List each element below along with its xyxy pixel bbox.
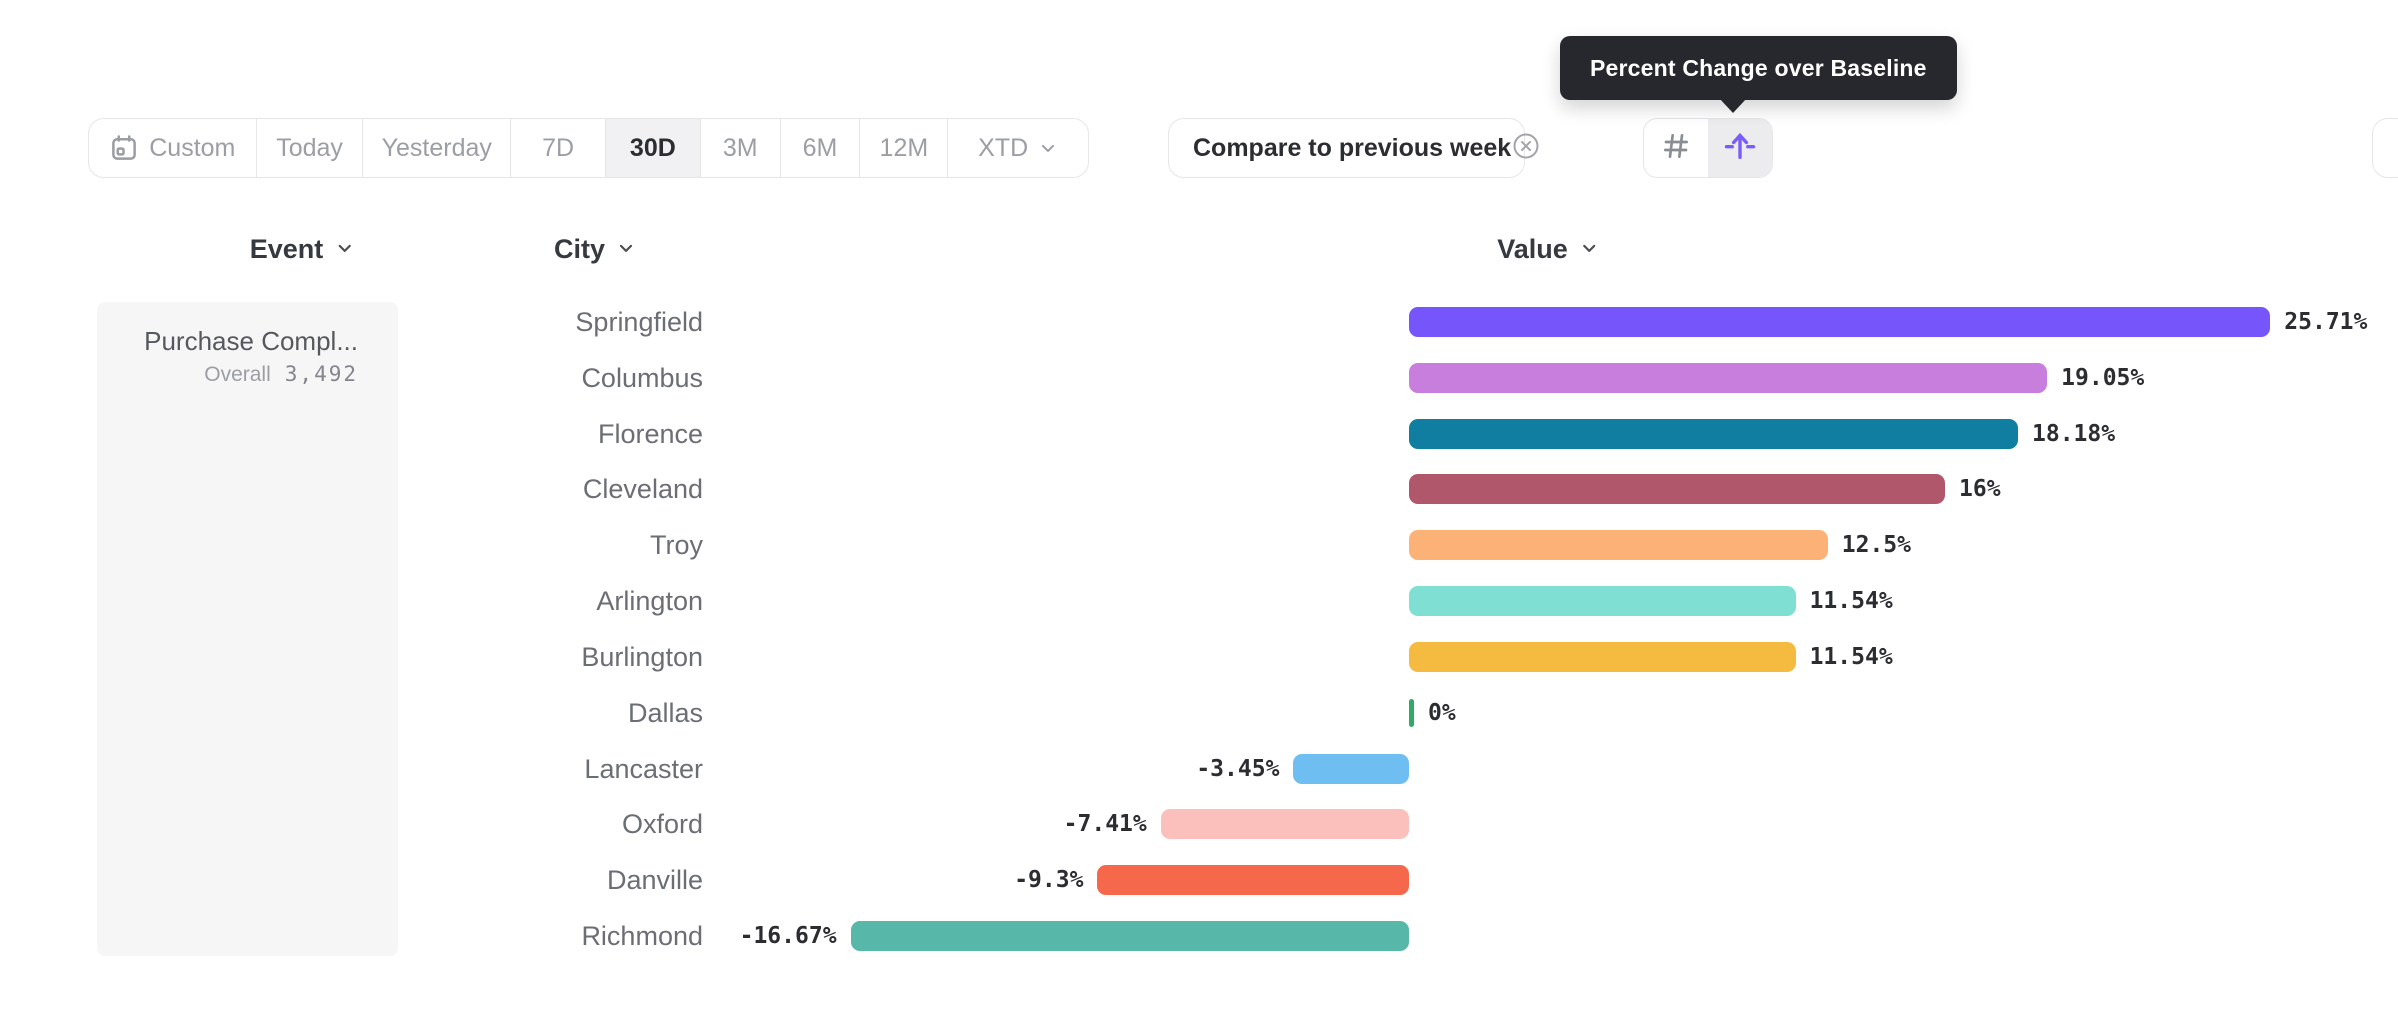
arrow-up-baseline-icon bbox=[1723, 129, 1757, 168]
bar-richmond[interactable] bbox=[850, 921, 1409, 952]
hash-icon bbox=[1660, 130, 1692, 167]
city-label-arlington[interactable]: Arlington bbox=[596, 586, 703, 617]
bar-cleveland[interactable] bbox=[1409, 474, 1945, 505]
date-range-today[interactable]: Today bbox=[255, 119, 363, 177]
bar-burlington[interactable] bbox=[1409, 641, 1796, 672]
chevron-down-icon bbox=[334, 234, 354, 265]
date-range-6m[interactable]: 6M bbox=[779, 119, 860, 177]
bar-value-burlington: 11.54% bbox=[1809, 643, 1893, 670]
date-range-label: 6M bbox=[802, 133, 838, 162]
date-range-12m[interactable]: 12M bbox=[859, 119, 947, 177]
overall-label: Overall bbox=[204, 363, 271, 386]
city-label-richmond[interactable]: Richmond bbox=[581, 921, 703, 952]
city-label-troy[interactable]: Troy bbox=[650, 530, 703, 561]
bar-value-oxford: -7.41% bbox=[1063, 811, 1147, 838]
overall-value: 3,492 bbox=[284, 362, 358, 386]
date-range-7d[interactable]: 7D bbox=[510, 119, 605, 177]
city-label-oxford[interactable]: Oxford bbox=[621, 809, 703, 840]
compare-button[interactable]: Compare to previous week bbox=[1168, 118, 1539, 178]
bar-value-lancaster: -3.45% bbox=[1196, 755, 1280, 782]
chevron-down-icon bbox=[1579, 234, 1599, 265]
bar-value-florence: 18.18% bbox=[2032, 420, 2116, 447]
event-header-label: Event bbox=[249, 233, 324, 264]
tooltip-arrow bbox=[1719, 98, 1747, 113]
bar-value-springfield: 25.71% bbox=[2284, 309, 2368, 335]
date-range-group: Custom Today Yesterday 7D 30D 3M 6M 12M XTD bbox=[88, 118, 1089, 178]
column-header-event[interactable]: Event bbox=[250, 232, 355, 266]
date-range-xtd[interactable]: XTD bbox=[947, 119, 1088, 177]
clipped-toolbar-button[interactable] bbox=[2372, 118, 2398, 178]
value-header-label: Value bbox=[1497, 233, 1568, 264]
event-title: Purchase Compl... bbox=[144, 326, 358, 356]
bar-dallas[interactable] bbox=[1409, 698, 1414, 727]
date-range-yesterday[interactable]: Yesterday bbox=[362, 119, 510, 177]
date-range-30d[interactable]: 30D bbox=[604, 119, 700, 177]
bar-lancaster[interactable] bbox=[1293, 753, 1409, 784]
column-header-city[interactable]: City bbox=[554, 232, 636, 266]
bar-value-danville: -9.3% bbox=[1014, 867, 1084, 894]
view-numbers-button[interactable] bbox=[1644, 119, 1708, 177]
bar-springfield[interactable] bbox=[1409, 307, 2271, 337]
date-range-label: 30D bbox=[629, 133, 676, 162]
date-range-label: Custom bbox=[149, 133, 236, 162]
view-toggle-group bbox=[1643, 118, 1773, 178]
bar-florence[interactable] bbox=[1409, 418, 2019, 449]
calendar-icon bbox=[109, 133, 139, 163]
bar-oxford[interactable] bbox=[1160, 809, 1409, 840]
column-header-value[interactable]: Value bbox=[1497, 232, 1599, 266]
bar-troy[interactable] bbox=[1409, 530, 1828, 561]
date-range-label: Yesterday bbox=[381, 133, 492, 162]
bar-value-dallas: 0% bbox=[1428, 699, 1456, 726]
city-header-label: City bbox=[553, 233, 606, 264]
date-range-label: 12M bbox=[879, 133, 929, 162]
bar-value-arlington: 11.54% bbox=[1809, 588, 1893, 615]
city-label-springfield[interactable]: Springfield bbox=[575, 307, 703, 337]
bar-arlington[interactable] bbox=[1409, 586, 1796, 617]
city-label-cleveland[interactable]: Cleveland bbox=[582, 474, 703, 505]
event-overall: Overall 3,492 bbox=[204, 362, 358, 387]
circle-x-icon[interactable] bbox=[1511, 131, 1541, 166]
tooltip-percent-change: Percent Change over Baseline bbox=[1560, 36, 1957, 100]
city-label-columbus[interactable]: Columbus bbox=[581, 362, 703, 393]
date-range-label: XTD bbox=[978, 133, 1029, 162]
bar-value-cleveland: 16% bbox=[1959, 476, 2001, 503]
city-label-florence[interactable]: Florence bbox=[597, 418, 703, 449]
date-range-3m[interactable]: 3M bbox=[699, 119, 780, 177]
bar-columbus[interactable] bbox=[1409, 362, 2048, 393]
chevron-down-icon bbox=[616, 234, 636, 265]
date-range-label: Today bbox=[276, 133, 343, 162]
compare-label: Compare to previous week bbox=[1193, 133, 1512, 162]
event-card[interactable]: Purchase Compl... Overall 3,492 bbox=[97, 302, 398, 956]
view-percent-change-button[interactable] bbox=[1708, 119, 1772, 177]
chevron-down-icon bbox=[1038, 138, 1058, 158]
city-label-burlington[interactable]: Burlington bbox=[581, 641, 703, 672]
bar-value-columbus: 19.05% bbox=[2061, 364, 2145, 391]
city-label-danville[interactable]: Danville bbox=[606, 865, 703, 896]
bar-value-troy: 12.5% bbox=[1841, 532, 1911, 559]
city-label-lancaster[interactable]: Lancaster bbox=[584, 753, 703, 784]
bar-danville[interactable] bbox=[1097, 865, 1409, 896]
bar-value-richmond: -16.67% bbox=[739, 923, 837, 950]
date-range-custom[interactable]: Custom bbox=[89, 119, 256, 177]
date-range-label: 3M bbox=[722, 133, 758, 162]
date-range-label: 7D bbox=[542, 133, 575, 162]
city-label-dallas[interactable]: Dallas bbox=[627, 697, 703, 728]
